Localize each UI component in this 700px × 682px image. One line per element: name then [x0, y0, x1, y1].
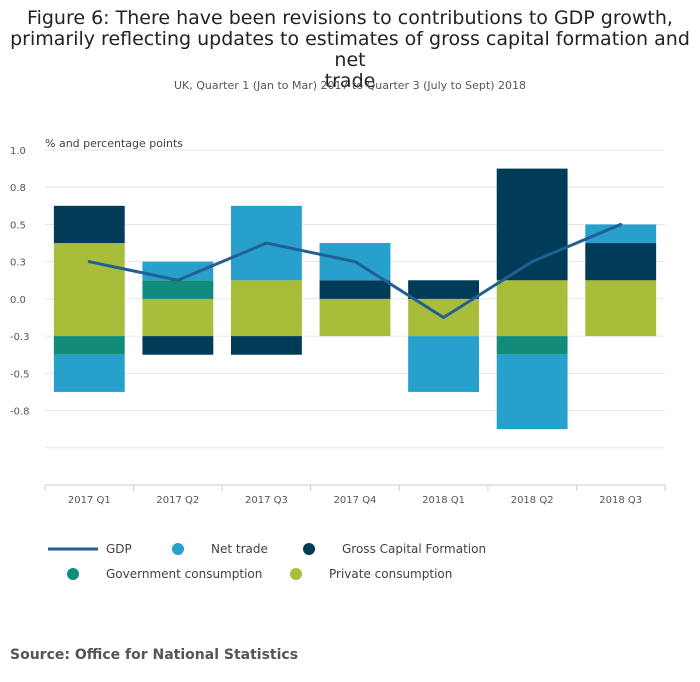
bar-net-trade	[53, 354, 125, 392]
bar-private-consumption	[585, 280, 657, 337]
bar-net-trade	[585, 224, 657, 244]
bar-gross-capital-formation	[231, 336, 302, 355]
y-axis-label: % and percentage points	[45, 137, 183, 150]
chart-title-line: trade	[324, 70, 376, 92]
x-tick-label: 2018 Q3	[599, 495, 642, 506]
bar-government-consumption	[142, 280, 214, 299]
y-tick-label: 0.5	[10, 220, 26, 231]
chart-subtitle: UK, Quarter 1 (Jan to Mar) 2017 to Quart…	[173, 79, 527, 92]
bar-gross-capital-formation	[496, 168, 568, 281]
bar-gross-capital-formation	[585, 243, 657, 281]
x-tick-label: 2017 Q3	[245, 495, 288, 506]
legend-government-consumption-swatch	[67, 568, 79, 580]
x-tick-label: 2017 Q4	[334, 495, 377, 506]
source-note: Source: Office for National Statistics	[10, 647, 299, 663]
bar-net-trade	[408, 336, 479, 392]
y-tick-label: -0.5	[10, 369, 30, 380]
y-tick-label: -0.8	[10, 407, 30, 418]
x-tick-label: 2018 Q1	[422, 495, 465, 506]
bar-gross-capital-formation	[53, 205, 125, 244]
bar-gross-capital-formation	[408, 280, 479, 299]
chart-title: Figure 6: There have been revisions to c…	[0, 8, 700, 92]
legend-label: Gross Capital Formation	[342, 542, 486, 556]
y-tick-label: -0.3	[10, 332, 30, 343]
legend-gross-capital-formation-swatch	[303, 543, 315, 555]
bar-net-trade	[496, 354, 568, 430]
legend-label: GDP	[106, 542, 132, 556]
y-tick-label: 0.3	[10, 258, 26, 269]
y-tick-label: 0.8	[10, 183, 26, 194]
bar-private-consumption	[496, 280, 568, 337]
bar-government-consumption	[496, 336, 568, 355]
bar-private-consumption	[53, 243, 125, 337]
gdp-line	[87, 222, 623, 319]
y-tick-label: 1.0	[10, 146, 26, 157]
chart-title-line: Figure 6: There have been revisions to c…	[27, 7, 673, 29]
bar-gross-capital-formation	[142, 336, 214, 355]
y-tick-label: 0.0	[10, 295, 26, 306]
legend-private-consumption-swatch	[290, 568, 302, 580]
legend-net-trade-swatch	[172, 543, 184, 555]
legend-label: Private consumption	[329, 567, 452, 581]
chart-title-line: primarily reflecting updates to estimate…	[10, 28, 690, 71]
x-tick-label: 2018 Q2	[511, 495, 554, 506]
bar-gross-capital-formation	[319, 280, 391, 299]
bar-private-consumption	[142, 298, 214, 337]
legend-label: Net trade	[211, 542, 268, 556]
bar-private-consumption	[319, 298, 391, 337]
bar-private-consumption	[231, 280, 302, 337]
bar-government-consumption	[53, 336, 125, 355]
x-tick-label: 2017 Q2	[156, 495, 199, 506]
chart-svg: 1.0 0.8 0.5 0.3 0.0 -0.3 -0.5 -0.8 % and percent…	[10, 137, 666, 581]
legend-label: Government consumption	[106, 567, 262, 581]
x-tick-label: 2017 Q1	[68, 495, 111, 506]
